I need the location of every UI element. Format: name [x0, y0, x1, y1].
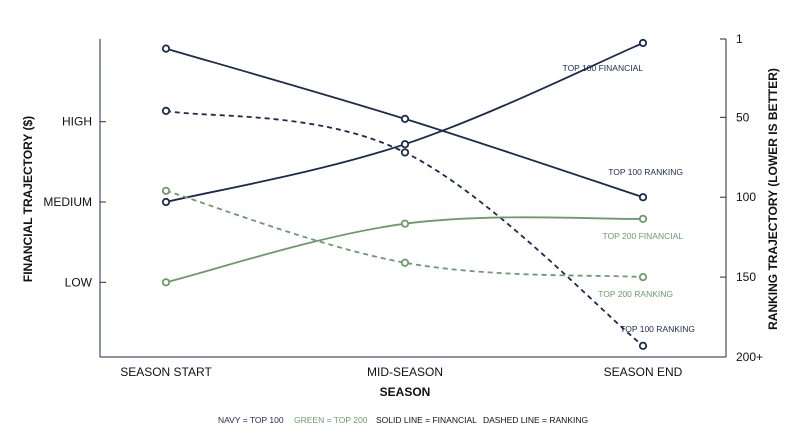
x-tick-label: SEASON END: [604, 365, 683, 379]
data-point: [161, 106, 171, 116]
right-tick-label: 200+: [736, 350, 763, 364]
series-label: TOP 100 RANKING: [620, 324, 695, 334]
legend: NAVY = TOP 100 GREEN = TOP 200 SOLID LIN…: [218, 415, 588, 425]
series-label: TOP 200 FINANCIAL: [603, 231, 684, 241]
legend-item-navy: NAVY = TOP 100: [218, 415, 284, 425]
x-tick-label: SEASON START: [120, 365, 212, 379]
data-point: [161, 44, 171, 53]
data-point: [400, 114, 410, 123]
series-label: TOP 200 RANKING: [598, 289, 673, 299]
legend-item-dashed: DASHED LINE = RANKING: [483, 415, 588, 425]
right-tick-label: 1: [736, 32, 743, 46]
series-label: TOP 100 FINANCIAL: [563, 63, 644, 73]
axes: [99, 39, 727, 358]
data-point: [638, 214, 648, 223]
data-point: [400, 148, 410, 157]
x-tick-label: MID-SEASON: [367, 365, 443, 379]
data-point: [638, 38, 648, 48]
data-point: [161, 278, 171, 287]
data-point: [400, 140, 410, 149]
ticks: SEASON START MID-SEASON SEASON END LOW MEDIU…: [43, 32, 763, 379]
data-point: [638, 273, 648, 282]
series: [161, 38, 648, 350]
left-tick-label: HIGH: [62, 115, 92, 129]
left-tick-label: LOW: [65, 275, 93, 289]
data-point: [400, 258, 410, 267]
series-label: TOP 100 RANKING: [608, 167, 683, 177]
legend-item-solid: SOLID LINE = FINANCIAL: [376, 415, 477, 425]
left-tick-label: MEDIUM: [43, 195, 92, 209]
x-axis-title: SEASON: [380, 385, 431, 399]
y-axis-title-right: RANKING TRAJECTORY (LOWER IS BETTER): [766, 68, 780, 330]
data-point: [638, 341, 648, 350]
y-axis-title-left: FINANCIAL TRAJECTORY ($): [21, 116, 35, 282]
series-labels: TOP 100 FINANCIAL TOP 100 RANKING TOP 100 …: [563, 63, 695, 334]
right-tick-label: 100: [736, 190, 756, 204]
right-tick-label: 50: [736, 110, 750, 124]
data-point: [400, 219, 410, 228]
data-point: [161, 186, 171, 195]
data-point: [161, 197, 171, 207]
right-tick-label: 150: [736, 270, 756, 284]
legend-item-green: GREEN = TOP 200: [294, 415, 368, 425]
data-point: [638, 193, 648, 202]
